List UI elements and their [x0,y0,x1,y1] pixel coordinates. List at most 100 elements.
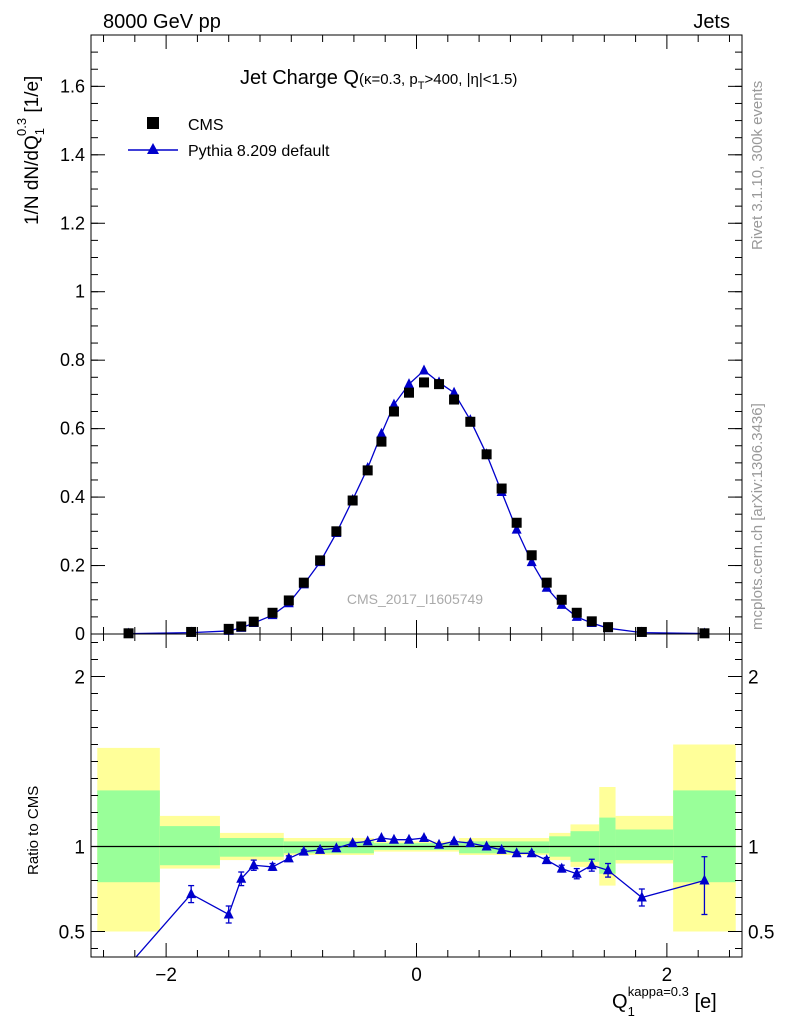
plot-title-main: Jet Charge Q [240,67,359,89]
pythia-ratio-point [186,888,197,899]
ratio-y-tick-label: 0.5 [59,923,85,944]
main-y-tick-label: 0.6 [60,419,85,439]
cms-data-point [236,621,247,632]
plot-title-sub-index: T [418,80,425,92]
cms-data-point [449,394,460,405]
legend: CMS Pythia 8.209 default [128,117,330,160]
pythia-ratio-point [419,832,430,842]
pythia-ratio-point [434,838,445,849]
pythia-point [511,523,522,534]
pythia-point [376,427,387,438]
cms-data-point [283,595,294,606]
ratio-y-tick-label-right: 1 [748,838,759,859]
energy-label: 8000 GeV pp [103,11,221,33]
pythia-ratio-point [603,864,614,875]
cms-data-point [541,577,552,588]
x-tick-label: 2 [662,965,673,986]
pythia-ratio-point [496,843,507,854]
pythia-point [403,378,414,389]
main-y-tick-label: 1 [75,282,85,302]
ratio-y-tick-label: 1 [74,838,85,859]
pythia-point [419,364,430,375]
x-axis-label-suffix: [e] [689,991,717,1013]
cms-data-point [419,377,430,388]
ratio-clipped-group [135,832,710,957]
pythia-ratio-point [481,840,492,851]
cms-data-point [347,495,358,506]
pythia-ratio-point [248,859,259,870]
pythia-ratio-point [556,862,567,873]
ratio-band-inner [283,841,374,854]
ratio-band-inner [219,838,284,857]
ratio-panel-frame [90,633,743,958]
cms-data-point [636,626,647,637]
cms-data-point [186,626,197,637]
pythia-ratio-point [388,833,399,844]
pythia-point [526,556,537,567]
pythia-ratio-point [586,859,597,870]
cms-data-point [331,526,342,537]
pythia-ratio-point [571,867,582,878]
legend-marker-cms [147,117,159,129]
cms-data-point [315,555,326,566]
main-y-tick-label: 0.4 [60,487,85,507]
legend-label-pythia: Pythia 8.209 default [188,143,330,160]
plot-title-sub: (κ=0.3, p [359,71,418,88]
cms-data-point [376,436,387,447]
pythia-point [388,398,399,409]
x-tick-label: −2 [155,965,177,986]
pythia-ratio-point [236,872,247,883]
x-axis-label-sup: kappa=0.3 [628,984,689,999]
pythia-ratio-point [267,860,278,871]
pythia-ratio-point [347,837,358,848]
ratio-band-inner [599,817,616,874]
x-axis-label: Q1 kappa=0.3 [e] [612,984,717,1019]
pythia-ratio-point [699,874,710,885]
plot-title-sub-rest: >400, |η|<1.5) [424,71,517,88]
pythia-ratio-point [223,908,234,919]
ratio-y-axis-label: Ratio to CMS [25,786,42,875]
cms-data-point [571,607,582,618]
plot-title: Jet Charge Q(κ=0.3, pT>400, |η|<1.5) [240,67,517,92]
main-y-tick-label: 1.2 [60,213,85,233]
cms-data-point [511,517,522,528]
cms-data-point [699,628,710,639]
main-y-axis-label: 1/N dN/dQ10.3 [1/e] [14,76,47,225]
cms-data-point [123,628,134,639]
cms-data-point [496,483,507,494]
cms-data-point [403,387,414,398]
main-y-tick-label: 0 [75,624,85,644]
main-y-tick-label: 1.6 [60,76,85,96]
cms-data-point [465,416,476,427]
cms-data-point [298,577,309,588]
main-y-axis-label-sub: 1 [32,128,47,135]
ratio-uncertainty-bands [97,744,736,932]
cms-data-point [434,379,445,390]
cms-data-point [481,449,492,460]
main-y-axis-label-sup: 0.3 [14,118,29,136]
ratio-y-tick-label: 2 [74,668,85,689]
analysis-watermark: CMS_2017_I1605749 [347,591,483,607]
ratio-band-inner [615,829,674,861]
pythia-point [449,386,460,397]
cms-data-point [586,616,597,627]
process-label: Jets [693,11,730,33]
cms-data-point [267,607,278,618]
x-axis-label-sub: 1 [628,1004,635,1019]
cms-data-point [526,550,537,561]
pythia-ratio-point [526,847,537,858]
rivet-label: Rivet 3.1.10, 300k events [749,81,766,250]
pythia-ratio-point [376,832,387,842]
pythia-ratio-point [298,845,309,856]
cms-data-point [388,406,399,417]
pythia-ratio-point [449,835,460,846]
pythia-ratio-point [541,854,552,865]
pythia-ratio-point [331,842,342,853]
pythia-ratio-point [362,835,373,846]
x-tick-label: 0 [411,965,422,986]
x-axis-label-main: Q [612,991,628,1013]
main-y-axis-label-prefix: 1/N dN/dQ [22,135,43,225]
cms-data-point [248,616,259,627]
ratio-band-inner [97,790,160,883]
